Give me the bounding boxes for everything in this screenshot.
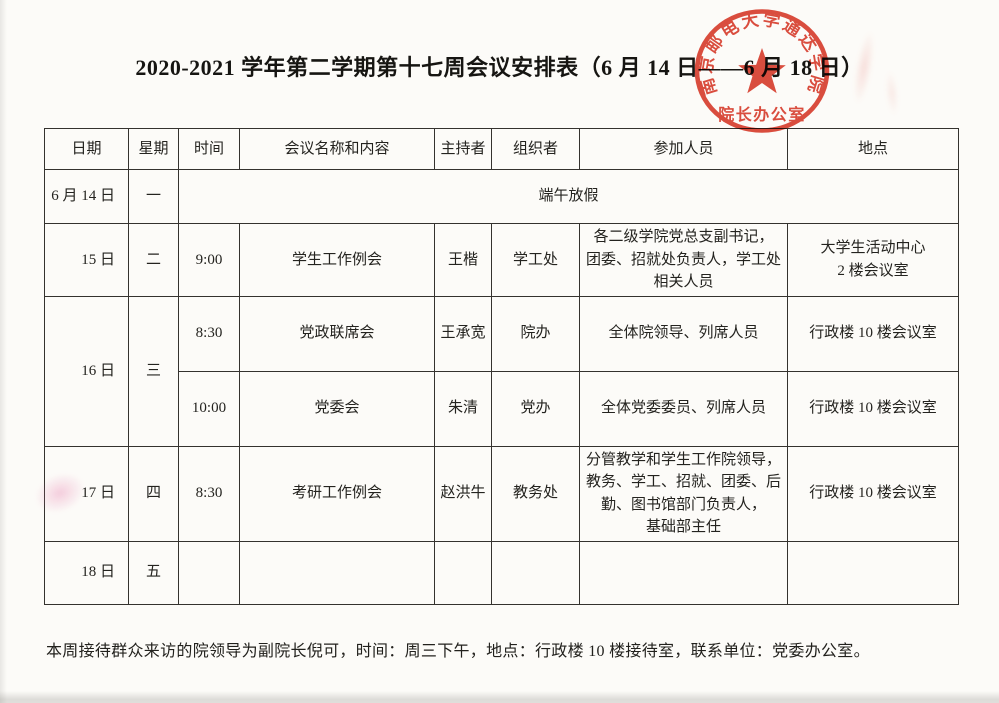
time-cell: 9:00	[178, 223, 240, 297]
host-cell: 王楷	[434, 223, 492, 297]
schedule-table: 日期 星期 时间 会议名称和内容 主持者 组织者 参加人员 地点 6 月 14 …	[44, 128, 959, 605]
col-header-participants: 参加人员	[579, 128, 788, 170]
meeting-cell: 党政联席会	[239, 295, 435, 372]
organizer-cell: 学工处	[491, 223, 580, 297]
table-row: 6 月 14 日 一 端午放假	[44, 169, 959, 224]
host-cell	[434, 540, 492, 605]
week-cell: 二	[128, 223, 179, 297]
col-header-meeting: 会议名称和内容	[239, 128, 435, 170]
meeting-cell	[239, 540, 435, 605]
week-cell: 五	[128, 540, 179, 605]
week-cell: 四	[128, 445, 179, 542]
table-row: 17 日 四 8:30 考研工作例会 赵洪牛 教务处 分管教学和学生工作院领导，…	[44, 445, 959, 542]
table-row: 10:00 党委会 朱清 党办 全体党委委员、列席人员 行政楼 10 楼会议室	[45, 370, 959, 447]
footnote: 本周接待群众来访的院领导为副院长倪可，时间：周三下午，地点：行政楼 10 楼接待…	[46, 643, 870, 660]
date-cell: 18 日	[44, 540, 129, 605]
participants-cell	[579, 540, 788, 605]
time-cell: 8:30	[178, 445, 240, 542]
table-row: 15 日 二 9:00 学生工作例会 王楷 学工处 各二级学院党总支副书记， 团…	[44, 223, 959, 297]
table-header-row: 日期 星期 时间 会议名称和内容 主持者 组织者 参加人员 地点	[44, 128, 959, 170]
col-header-date: 日期	[44, 128, 129, 170]
col-header-week: 星期	[128, 128, 179, 170]
organizer-cell: 教务处	[491, 445, 580, 542]
location-cell	[787, 540, 959, 605]
col-header-time: 时间	[178, 128, 240, 170]
week-cell: 一	[128, 169, 179, 224]
table-row: 18 日 五	[44, 540, 959, 605]
time-cell: 8:30	[178, 295, 240, 372]
meeting-cell: 党委会	[239, 370, 435, 447]
participants-cell: 全体院领导、列席人员	[579, 295, 788, 372]
participants-cell: 全体党委委员、列席人员	[579, 370, 788, 447]
time-cell: 10:00	[178, 370, 240, 447]
organizer-cell: 院办	[491, 295, 580, 372]
date-cell: 6 月 14 日	[44, 169, 129, 224]
holiday-note-cell: 端午放假	[178, 169, 959, 224]
participants-cell: 分管教学和学生工作院领导， 教务、学工、招就、团委、后 勤、图书馆部门负责人， …	[579, 445, 788, 542]
date-cell: 15 日	[44, 223, 129, 297]
organizer-cell	[491, 540, 580, 605]
time-cell	[178, 540, 240, 605]
meeting-cell: 学生工作例会	[239, 223, 435, 297]
col-header-organizer: 组织者	[491, 128, 580, 170]
host-cell: 王承宽	[434, 295, 492, 372]
date-cell: 16 日	[44, 295, 129, 447]
scan-edge	[0, 0, 7, 703]
date-cell: 17 日	[44, 445, 129, 542]
table-row: 16 日 三 8:30 党政联席会 王承宽 院办 全体院领导、列席人员 行政楼 …	[44, 295, 959, 447]
page-title: 2020-2021 学年第二学期第十七周会议安排表（6 月 14 日——6 月 …	[135, 55, 864, 80]
participants-cell: 各二级学院党总支副书记， 团委、招就处负责人，学工处 相关人员	[579, 223, 788, 297]
col-header-location: 地点	[787, 128, 959, 170]
host-cell: 朱清	[434, 370, 492, 447]
meeting-cell: 考研工作例会	[239, 445, 435, 542]
location-cell: 行政楼 10 楼会议室	[787, 295, 959, 372]
location-cell: 大学生活动中心 2 楼会议室	[787, 223, 959, 297]
week-cell: 三	[128, 295, 179, 447]
col-header-host: 主持者	[434, 128, 492, 170]
organizer-cell: 党办	[491, 370, 580, 447]
location-cell: 行政楼 10 楼会议室	[787, 445, 959, 542]
stamp-office-text: 院长办公室	[718, 105, 806, 124]
host-cell: 赵洪牛	[434, 445, 492, 542]
location-cell: 行政楼 10 楼会议室	[787, 370, 959, 447]
scan-edge	[0, 691, 999, 703]
